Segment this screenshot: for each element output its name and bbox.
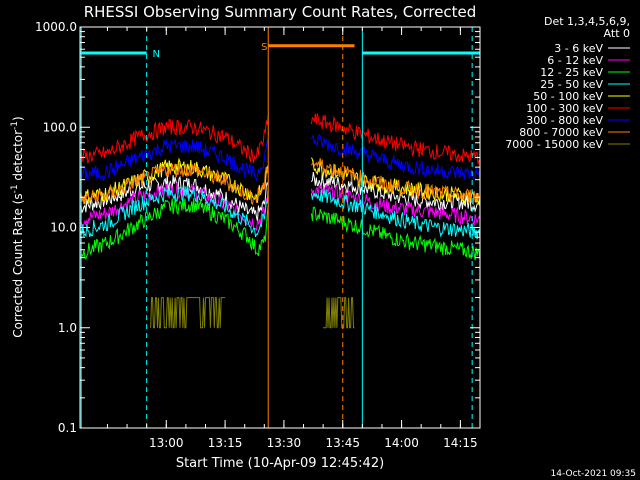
- series-line-high-seg-1: [150, 297, 226, 329]
- series-line-4-seg-1: [79, 185, 269, 238]
- plot-layer: NS: [79, 27, 481, 428]
- series-line-3-seg-1: [79, 197, 269, 261]
- series-line-7-seg-2: [310, 133, 481, 182]
- y-tick-label-2: 10.0: [50, 221, 77, 235]
- legend-label-6: 100 - 300 keV: [526, 102, 603, 115]
- y-axis-label-sup2: -1: [10, 121, 20, 130]
- legend-label-8: 800 - 7000 keV: [519, 126, 603, 139]
- series-line-2-seg-2: [310, 183, 481, 226]
- x-tick-label-5: 14:15: [443, 436, 478, 450]
- marker-label-N: N: [153, 49, 160, 60]
- legend-label-7: 300 - 800 keV: [526, 114, 603, 127]
- legend-header-1: Det 1,3,4,5,6,9,: [544, 15, 630, 28]
- y-axis-label-mid: detector: [11, 130, 25, 185]
- marker-label-S: S: [261, 42, 267, 53]
- series-line-5-seg-2: [310, 157, 481, 206]
- series-line-8-seg-1: [79, 162, 269, 206]
- legend-label-9: 7000 - 15000 keV: [505, 138, 603, 151]
- y-tick-label-3: 100.0: [43, 120, 77, 134]
- series-line-6-seg-2: [310, 113, 481, 165]
- y-tick-label-4: 1000.0: [35, 20, 77, 34]
- y-tick-label-1: 1.0: [58, 321, 77, 335]
- series-line-1-seg-2: [310, 172, 481, 213]
- timestamp: 14-Oct-2021 09:35: [551, 469, 636, 479]
- series-line-3-seg-2: [310, 206, 481, 261]
- chart-title: RHESSI Observing Summary Count Rates, Co…: [84, 3, 477, 21]
- x-tick-label-1: 13:15: [208, 436, 243, 450]
- y-axis-label-main: Corrected Count Rate (s: [11, 193, 25, 337]
- x-tick-label-3: 13:45: [325, 436, 360, 450]
- legend-label-4: 25 - 50 keV: [540, 78, 603, 91]
- x-tick-label-4: 14:00: [384, 436, 419, 450]
- legend-label-1: 3 - 6 keV: [554, 42, 603, 55]
- series-line-8-seg-2: [311, 158, 481, 206]
- x-tick-label-0: 13:00: [149, 436, 184, 450]
- legend-label-3: 12 - 25 keV: [540, 66, 603, 79]
- x-axis-label: Start Time (10-Apr-09 12:45:42): [176, 456, 384, 471]
- axis-layer: 0.1 1.0 10.0 100.0 1000.0 13:00 13:15 13:30 13:4…: [35, 20, 481, 450]
- series-line-6-seg-1: [79, 114, 269, 164]
- y-axis-label-end: ): [11, 116, 25, 121]
- legend-label-2: 6 - 12 keV: [547, 54, 603, 67]
- series-line-7-seg-1: [79, 138, 269, 182]
- x-tick-label-2: 13:30: [267, 436, 302, 450]
- legend-label-5: 50 - 100 keV: [533, 90, 603, 103]
- y-axis-label-sup1: -1: [10, 184, 20, 193]
- y-axis-label: Corrected Count Rate (s-1 detector-1): [10, 116, 25, 337]
- svg-text:Corrected Count Rate (s-1 dete: Corrected Count Rate (s-1 detector-1): [10, 116, 25, 337]
- y-tick-label-0: 0.1: [58, 421, 77, 435]
- series-line-high-seg-2: [323, 297, 355, 329]
- series-line-4-seg-2: [310, 189, 481, 240]
- legend-header-2: Att 0: [604, 27, 630, 40]
